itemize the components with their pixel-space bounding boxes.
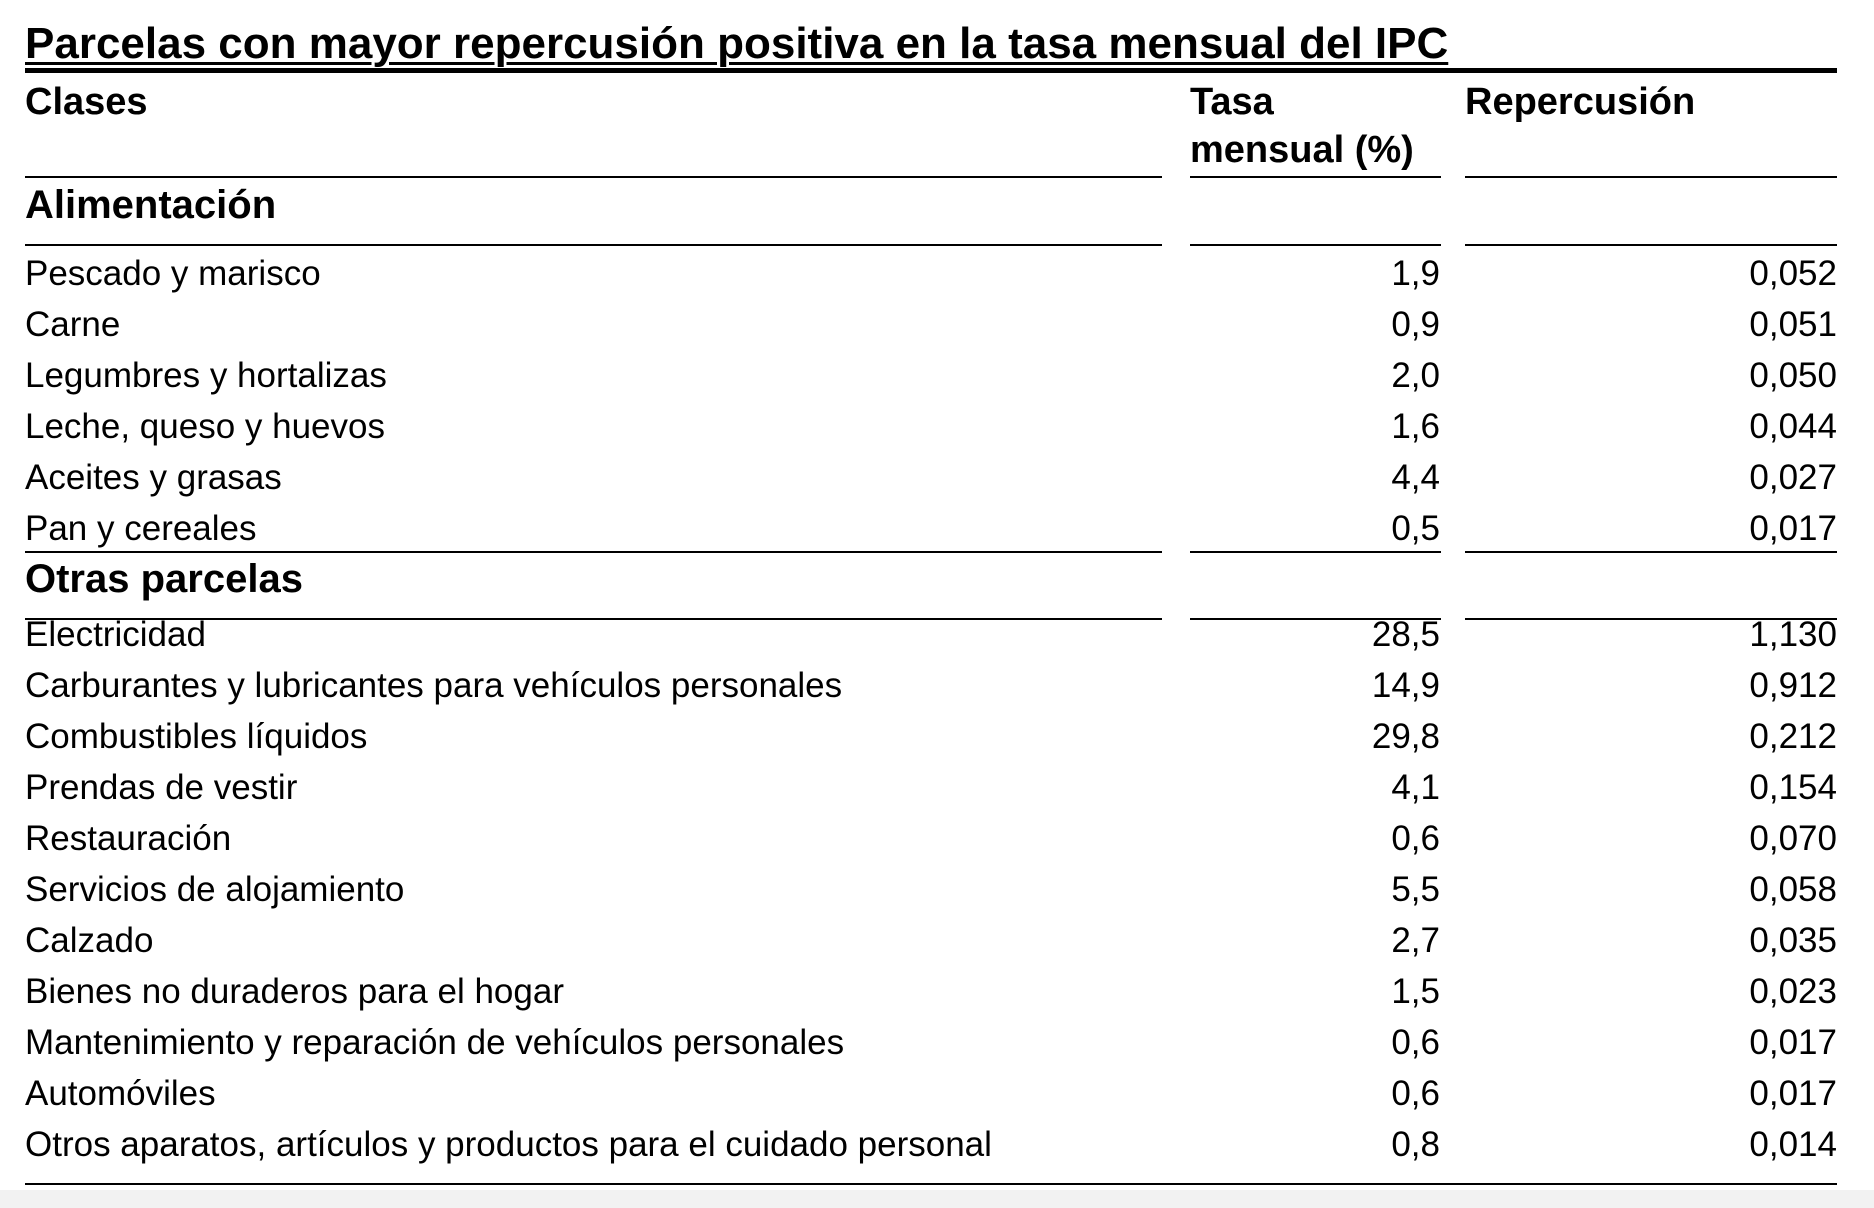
row-tasa: 0,6 [1391, 1023, 1440, 1062]
row-repercusion: 0,912 [1749, 666, 1837, 705]
title-rule [25, 68, 1837, 73]
row-tasa: 0,8 [1391, 1125, 1440, 1164]
row-clase: Otros aparatos, artículos y productos pa… [25, 1125, 992, 1164]
header-rule-1 [25, 176, 1162, 178]
row-repercusion: 0,017 [1749, 509, 1837, 548]
row-clase: Restauración [25, 819, 232, 858]
row-tasa: 14,9 [1371, 666, 1440, 705]
row-repercusion: 0,058 [1749, 870, 1837, 909]
row-clase: Combustibles líquidos [25, 717, 368, 756]
bottom-strip [0, 1190, 1874, 1208]
header-clases: Clases [25, 81, 148, 123]
row-repercusion: 0,154 [1749, 768, 1837, 807]
row-clase: Mantenimiento y reparación de vehículos … [25, 1023, 845, 1062]
section-rule-2 [1190, 244, 1441, 246]
row-tasa: 1,6 [1391, 407, 1440, 446]
row-tasa: 28,5 [1371, 615, 1440, 654]
row-repercusion: 1,130 [1749, 615, 1837, 654]
section-rule-3 [1465, 618, 1837, 620]
row-tasa: 2,0 [1391, 356, 1440, 395]
row-repercusion: 0,050 [1749, 356, 1837, 395]
row-repercusion: 0,014 [1749, 1125, 1837, 1164]
row-tasa: 0,6 [1391, 819, 1440, 858]
header-rule-2 [1190, 176, 1441, 178]
row-repercusion: 0,052 [1749, 254, 1837, 293]
section-rule-1 [25, 618, 1162, 620]
row-tasa: 1,5 [1391, 972, 1440, 1011]
section-end-rule-3 [1465, 551, 1837, 553]
row-repercusion: 0,017 [1749, 1023, 1837, 1062]
row-tasa: 0,9 [1391, 305, 1440, 344]
row-clase: Automóviles [25, 1074, 216, 1113]
row-repercusion: 0,051 [1749, 305, 1837, 344]
header-rule-3 [1465, 176, 1837, 178]
row-tasa: 29,8 [1371, 717, 1440, 756]
row-clase: Servicios de alojamiento [25, 870, 405, 909]
row-clase: Pan y cereales [25, 509, 257, 548]
section-title: Alimentación [25, 183, 277, 227]
row-clase: Electricidad [25, 615, 206, 654]
section-rule-1 [25, 244, 1162, 246]
row-repercusion: 0,027 [1749, 458, 1837, 497]
row-clase: Calzado [25, 921, 154, 960]
row-clase: Prendas de vestir [25, 768, 298, 807]
row-tasa: 2,7 [1391, 921, 1440, 960]
section-end-rule-2 [1190, 551, 1441, 553]
row-repercusion: 0,035 [1749, 921, 1837, 960]
row-tasa: 0,5 [1391, 509, 1440, 548]
row-tasa: 1,9 [1391, 254, 1440, 293]
row-tasa: 4,4 [1391, 458, 1440, 497]
row-clase: Aceites y grasas [25, 458, 282, 497]
row-repercusion: 0,023 [1749, 972, 1837, 1011]
row-clase: Carburantes y lubricantes para vehículos… [25, 666, 843, 705]
row-repercusion: 0,017 [1749, 1074, 1837, 1113]
row-clase: Carne [25, 305, 121, 344]
row-clase: Leche, queso y huevos [25, 407, 385, 446]
section-end-rule-1 [25, 551, 1162, 553]
header-tasa-line1: Tasa [1190, 81, 1274, 123]
row-tasa: 4,1 [1391, 768, 1440, 807]
section-rule-3 [1465, 244, 1837, 246]
row-tasa: 5,5 [1391, 870, 1440, 909]
row-clase: Pescado y marisco [25, 254, 321, 293]
row-repercusion: 0,070 [1749, 819, 1837, 858]
section-title: Otras parcelas [25, 557, 303, 601]
row-repercusion: 0,044 [1749, 407, 1837, 446]
header-repercusion: Repercusión [1465, 81, 1696, 123]
row-clase: Legumbres y hortalizas [25, 356, 387, 395]
table-bottom-rule [25, 1183, 1837, 1185]
row-repercusion: 0,212 [1749, 717, 1837, 756]
row-tasa: 0,6 [1391, 1074, 1440, 1113]
row-clase: Bienes no duraderos para el hogar [25, 972, 564, 1011]
header-tasa-line2: mensual (%) [1190, 129, 1414, 171]
table-title: Parcelas con mayor repercusión positiva … [25, 19, 1449, 68]
section-rule-2 [1190, 618, 1441, 620]
